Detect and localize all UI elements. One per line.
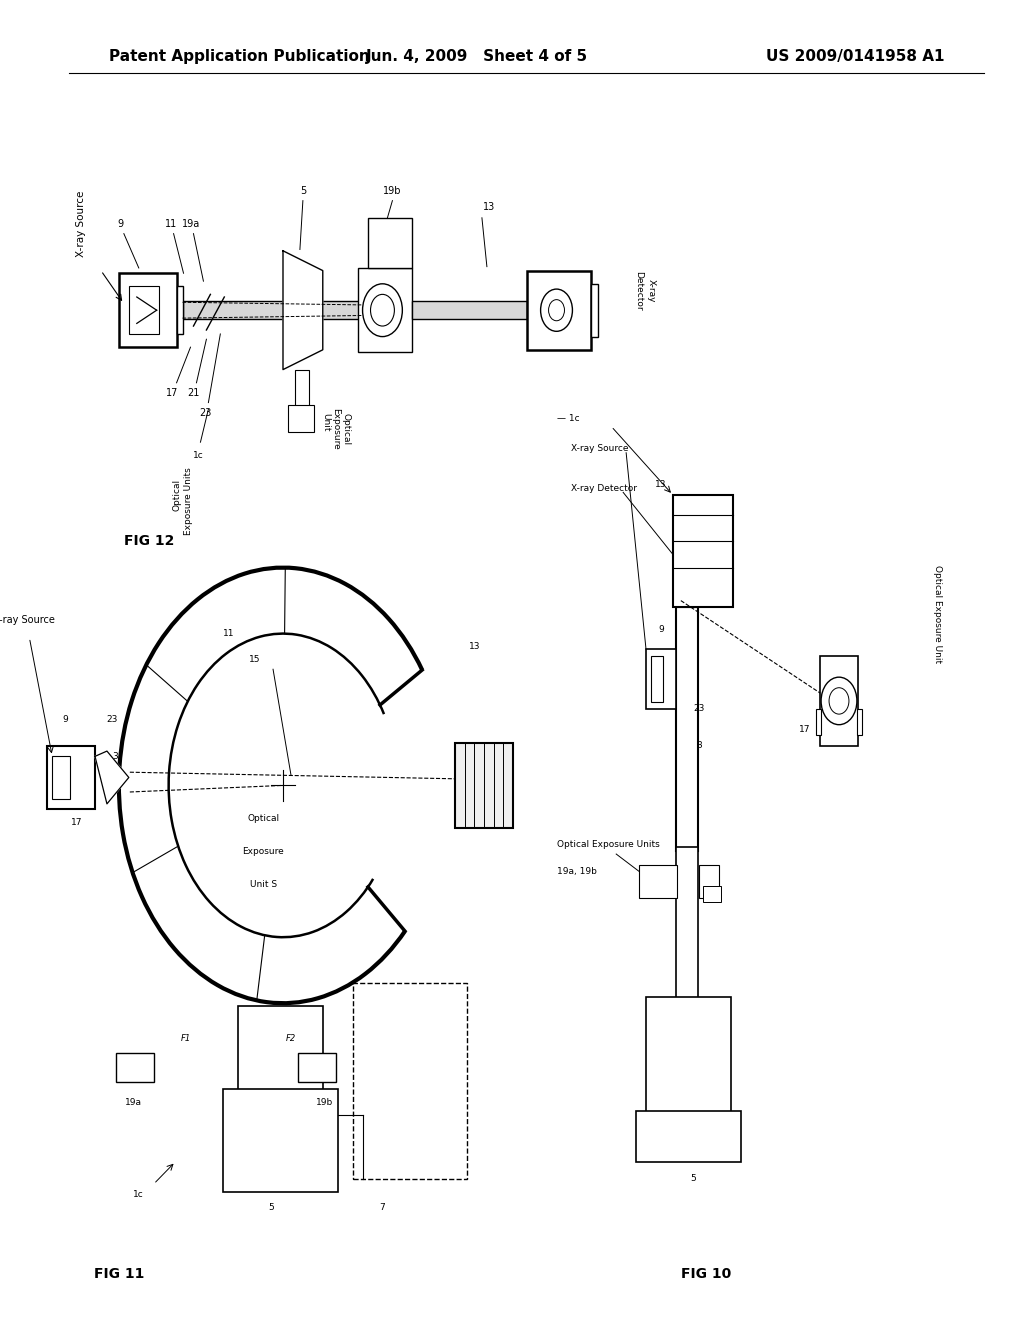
Text: Exposure: Exposure bbox=[243, 847, 284, 855]
Text: 13: 13 bbox=[469, 643, 480, 651]
Bar bbox=[698, 865, 719, 898]
Text: X-ray Source: X-ray Source bbox=[0, 615, 54, 626]
Text: 3: 3 bbox=[696, 742, 701, 750]
Bar bbox=[119, 273, 176, 347]
Text: Patent Application Publication: Patent Application Publication bbox=[109, 49, 370, 65]
Bar bbox=[357, 268, 413, 352]
Text: 5: 5 bbox=[268, 1204, 274, 1212]
Bar bbox=[182, 301, 407, 319]
Bar bbox=[116, 1053, 154, 1082]
Text: Optical Exposure Unit: Optical Exposure Unit bbox=[933, 565, 942, 663]
Text: 19a: 19a bbox=[125, 1098, 142, 1106]
Circle shape bbox=[829, 688, 849, 714]
Bar bbox=[676, 847, 697, 1003]
Text: Exposure Units: Exposure Units bbox=[184, 467, 193, 536]
Bar bbox=[223, 1089, 338, 1192]
Text: 23: 23 bbox=[106, 715, 118, 723]
Circle shape bbox=[371, 294, 394, 326]
Text: — 1c: — 1c bbox=[556, 414, 580, 422]
Text: US 2009/0141958 A1: US 2009/0141958 A1 bbox=[766, 49, 944, 65]
Text: Detector: Detector bbox=[635, 271, 643, 310]
Text: Optical: Optical bbox=[341, 413, 350, 445]
Text: Optical: Optical bbox=[172, 479, 181, 511]
Bar bbox=[857, 709, 862, 735]
Bar bbox=[298, 1053, 336, 1082]
Text: Optical: Optical bbox=[247, 814, 280, 822]
Bar bbox=[413, 301, 526, 319]
Polygon shape bbox=[283, 251, 323, 370]
Text: Jun. 4, 2009   Sheet 4 of 5: Jun. 4, 2009 Sheet 4 of 5 bbox=[366, 49, 588, 65]
Bar bbox=[636, 1111, 740, 1162]
Text: F2: F2 bbox=[286, 1035, 296, 1043]
Bar bbox=[673, 495, 732, 607]
Polygon shape bbox=[95, 751, 129, 804]
Bar bbox=[176, 286, 182, 334]
Text: 5: 5 bbox=[690, 1175, 695, 1183]
Bar bbox=[816, 709, 821, 735]
Text: X-ray Source: X-ray Source bbox=[571, 445, 629, 453]
Text: 19b: 19b bbox=[383, 186, 401, 197]
Bar bbox=[288, 405, 313, 432]
Bar bbox=[526, 271, 591, 350]
Text: 9: 9 bbox=[62, 715, 68, 723]
Text: 19b: 19b bbox=[316, 1098, 334, 1106]
Text: X-ray Detector: X-ray Detector bbox=[571, 484, 638, 492]
Text: Unit: Unit bbox=[322, 413, 331, 432]
Text: FIG 11: FIG 11 bbox=[94, 1267, 144, 1280]
Bar bbox=[47, 746, 95, 809]
Text: 13: 13 bbox=[482, 202, 495, 213]
Text: 9: 9 bbox=[658, 626, 664, 634]
Text: Unit S: Unit S bbox=[250, 880, 276, 888]
Bar bbox=[368, 218, 413, 268]
Bar bbox=[295, 370, 309, 409]
Circle shape bbox=[362, 284, 402, 337]
Text: 3: 3 bbox=[112, 752, 118, 760]
Text: Optical Exposure Units: Optical Exposure Units bbox=[556, 841, 659, 849]
Text: 15: 15 bbox=[250, 656, 261, 664]
Bar bbox=[455, 743, 513, 828]
Text: 7: 7 bbox=[380, 1204, 385, 1212]
Text: X-ray Source: X-ray Source bbox=[76, 191, 86, 257]
Text: 11: 11 bbox=[165, 219, 177, 230]
Text: 23: 23 bbox=[200, 408, 212, 418]
Bar bbox=[129, 286, 159, 334]
Circle shape bbox=[821, 677, 857, 725]
Bar bbox=[646, 997, 730, 1115]
Text: 23: 23 bbox=[693, 705, 705, 713]
Circle shape bbox=[541, 289, 572, 331]
Text: 17: 17 bbox=[167, 388, 179, 399]
Text: F1: F1 bbox=[180, 1035, 190, 1043]
Text: 17: 17 bbox=[72, 818, 83, 826]
Text: 17: 17 bbox=[800, 726, 811, 734]
Text: 21: 21 bbox=[187, 388, 200, 399]
Bar bbox=[52, 756, 70, 799]
Bar bbox=[646, 649, 676, 709]
Text: 9: 9 bbox=[118, 219, 124, 230]
Text: 5: 5 bbox=[300, 186, 306, 197]
Text: 1c: 1c bbox=[194, 451, 204, 459]
Text: Exposure: Exposure bbox=[331, 408, 340, 450]
Bar bbox=[820, 656, 858, 746]
Bar bbox=[352, 983, 467, 1179]
Text: FIG 10: FIG 10 bbox=[681, 1267, 731, 1280]
Text: 11: 11 bbox=[222, 630, 234, 638]
Bar bbox=[702, 886, 721, 902]
Bar bbox=[676, 607, 697, 851]
Bar bbox=[591, 284, 598, 337]
Circle shape bbox=[549, 300, 564, 321]
Bar bbox=[239, 1006, 323, 1096]
Bar bbox=[639, 865, 677, 898]
Text: FIG 12: FIG 12 bbox=[124, 535, 174, 548]
Bar bbox=[651, 656, 663, 702]
Text: 13: 13 bbox=[655, 480, 667, 488]
Text: 1c: 1c bbox=[133, 1191, 144, 1199]
Text: X-ray: X-ray bbox=[646, 279, 655, 302]
Text: 19a: 19a bbox=[182, 219, 201, 230]
Text: 19a, 19b: 19a, 19b bbox=[556, 867, 596, 875]
